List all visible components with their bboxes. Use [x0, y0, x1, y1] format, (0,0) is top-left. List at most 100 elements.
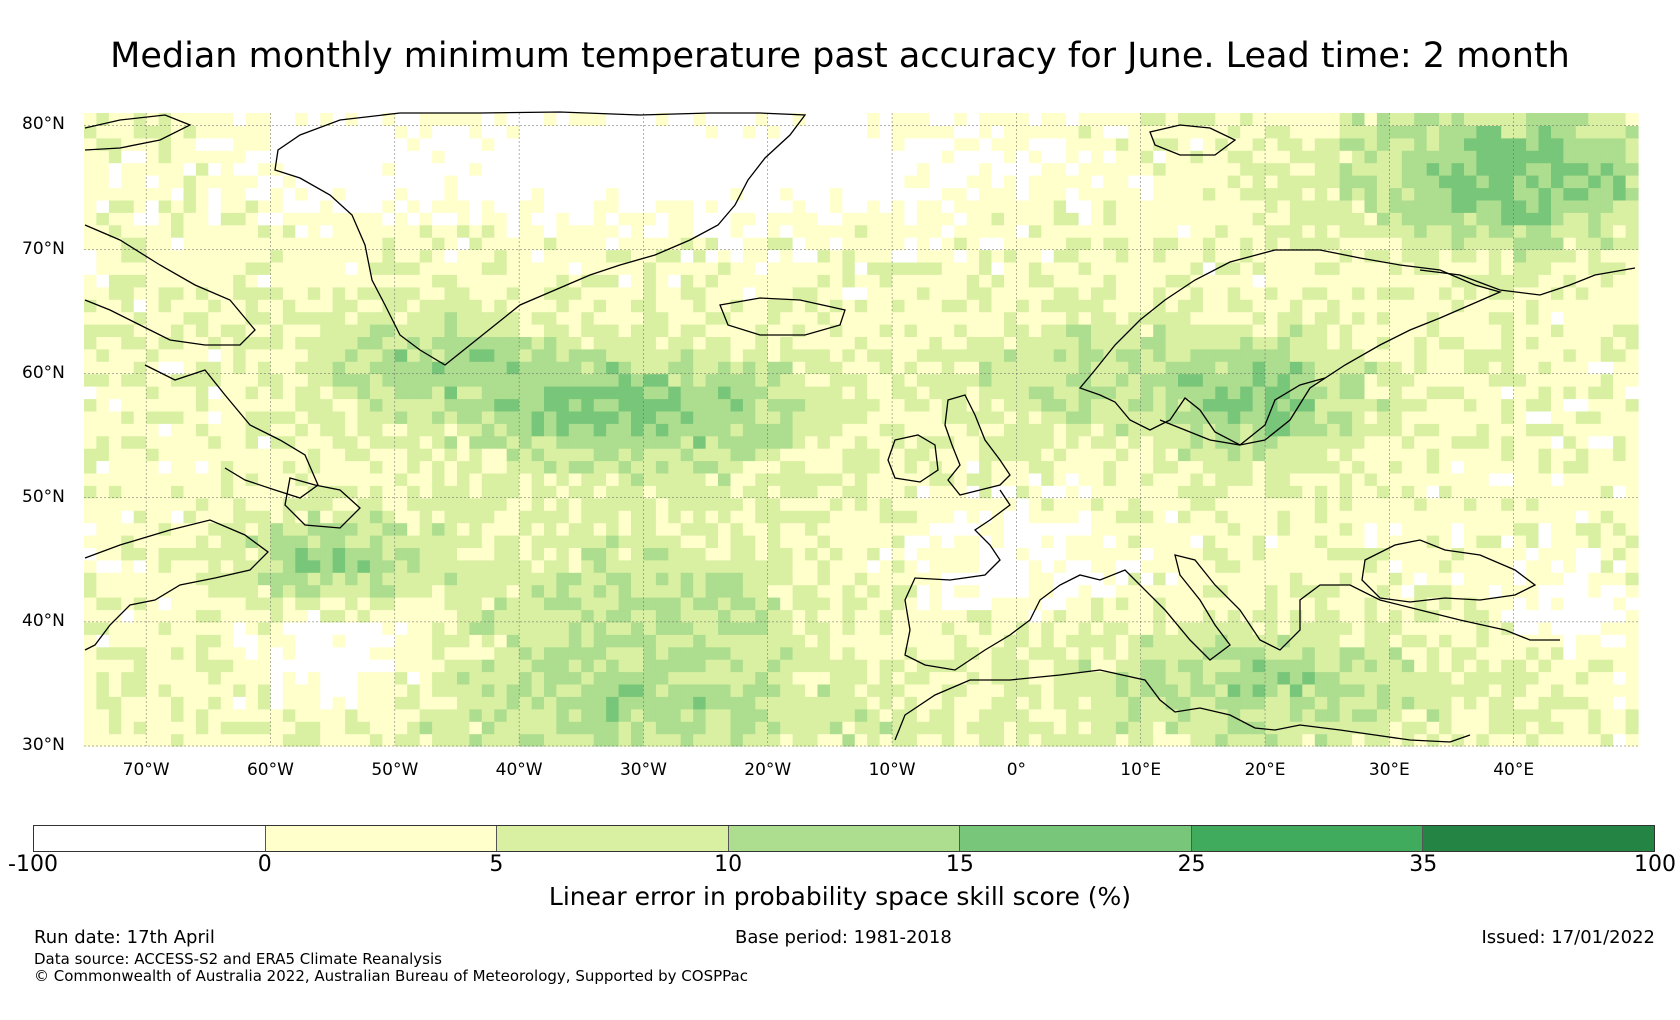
skill-cell: [829, 510, 843, 524]
skill-cell: [146, 249, 160, 263]
skill-cell: [1252, 324, 1266, 337]
skill-cell: [1078, 224, 1092, 238]
skill-cell: [1265, 448, 1278, 462]
skill-cell: [1016, 398, 1030, 412]
skill-cell: [208, 212, 222, 226]
skill-cell: [1016, 311, 1030, 325]
skill-cell: [96, 386, 110, 400]
skill-cell: [742, 671, 756, 685]
skill-cell: [1178, 249, 1191, 263]
skill-cell: [593, 423, 607, 437]
skill-cell: [444, 522, 458, 536]
skill-cell: [829, 547, 843, 561]
skill-cell: [954, 398, 968, 412]
skill-cell: [195, 274, 209, 288]
skill-cell: [817, 137, 831, 151]
skill-cell: [1202, 497, 1216, 511]
skill-cell: [593, 373, 607, 387]
skill-cell: [332, 485, 346, 499]
skill-cell: [245, 497, 259, 511]
skill-cell: [705, 597, 719, 611]
skill-cell: [544, 410, 557, 424]
skill-cell: [1153, 683, 1167, 697]
skill-cell: [382, 547, 396, 561]
skill-cell: [419, 510, 433, 524]
skill-cell: [916, 237, 930, 251]
skill-cell: [1190, 386, 1204, 400]
skill-cell: [382, 721, 396, 735]
skill-cell: [1178, 497, 1191, 511]
skill-cell: [245, 609, 259, 623]
skill-cell: [966, 609, 980, 623]
skill-cell: [121, 125, 135, 139]
skill-cell: [345, 597, 359, 611]
skill-cell: [345, 261, 359, 275]
skill-cell: [394, 510, 408, 524]
skill-cell: [258, 559, 271, 573]
skill-cell: [121, 386, 135, 400]
skill-cell: [332, 460, 346, 474]
skill-cell: [220, 559, 234, 573]
skill-cell: [742, 535, 756, 548]
skill-cell: [245, 274, 259, 288]
skill-cell: [792, 597, 806, 611]
skill-cell: [693, 448, 707, 462]
skill-cell: [1227, 485, 1241, 499]
skill-cell: [1066, 386, 1080, 400]
skill-cell: [742, 224, 756, 238]
skill-cell: [1178, 373, 1191, 387]
skill-cell: [1190, 373, 1204, 387]
skill-cell: [805, 559, 819, 573]
skill-cell: [121, 373, 135, 387]
skill-cell: [705, 324, 719, 337]
skill-cell: [233, 249, 247, 263]
skill-cell: [1165, 162, 1179, 176]
skill-cell: [357, 572, 371, 586]
skill-cell: [158, 336, 172, 350]
skill-cell: [631, 187, 644, 201]
skill-cell: [407, 311, 421, 325]
skill-cell: [867, 597, 881, 611]
skill-cell: [1140, 187, 1154, 201]
skill-cell: [282, 336, 296, 350]
skill-cell: [668, 696, 682, 710]
skill-cell: [1227, 249, 1241, 263]
skill-cell: [1277, 535, 1291, 548]
skill-cell: [705, 721, 719, 735]
skill-cell: [369, 150, 383, 164]
skill-cell: [394, 646, 408, 660]
skill-cell: [1227, 274, 1241, 288]
skill-cell: [1115, 708, 1129, 722]
skill-cell: [208, 435, 222, 449]
skill-cell: [631, 460, 644, 474]
skill-cell: [1103, 398, 1117, 412]
skill-cell: [842, 162, 856, 176]
skill-cell: [320, 708, 334, 722]
skill-cell: [531, 733, 545, 747]
skill-cell: [718, 286, 731, 300]
skill-cell: [245, 683, 259, 697]
skill-cell: [904, 423, 918, 437]
skill-cell: [394, 373, 408, 387]
skill-cell: [494, 398, 508, 412]
skill-cell: [1252, 348, 1266, 362]
skill-cell: [295, 510, 309, 524]
skill-cell: [1202, 324, 1216, 337]
skill-cell: [680, 125, 694, 139]
skill-cell: [1265, 659, 1278, 673]
skill-cell: [1178, 311, 1191, 325]
skill-cell: [904, 659, 918, 673]
skill-cell: [1178, 460, 1191, 474]
skill-cell: [108, 336, 122, 350]
skill-cell: [345, 162, 359, 176]
skill-cell: [1016, 224, 1030, 238]
skill-cell: [121, 485, 135, 499]
skill-cell: [966, 348, 980, 362]
skill-cell: [133, 448, 147, 462]
skill-cell: [432, 125, 446, 139]
skill-cell: [382, 150, 396, 164]
skill-cell: [506, 336, 520, 350]
skill-cell: [792, 187, 806, 201]
skill-cell: [1004, 137, 1017, 151]
skill-cell: [133, 125, 147, 139]
